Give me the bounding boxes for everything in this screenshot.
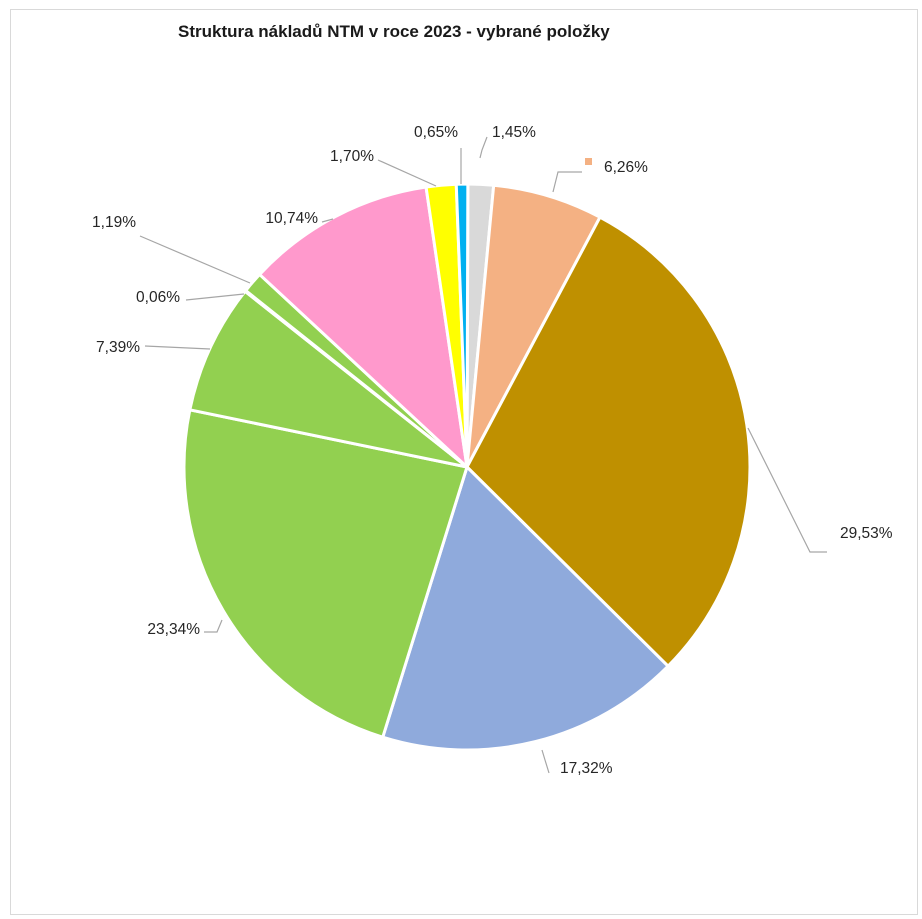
pie-slice bbox=[257, 185, 470, 471]
pie-slice bbox=[380, 464, 671, 752]
leader-line bbox=[747, 427, 827, 553]
pie-slice bbox=[465, 215, 752, 669]
leader-line bbox=[479, 136, 488, 159]
leader-line bbox=[144, 345, 211, 350]
leader-line bbox=[321, 218, 334, 223]
data-label: 29,53% bbox=[840, 525, 893, 542]
data-label: 10,74% bbox=[265, 210, 318, 227]
data-label: 7,39% bbox=[96, 339, 140, 356]
data-label: 17,32% bbox=[560, 760, 613, 777]
label-key-marker bbox=[585, 158, 592, 165]
leader-line bbox=[541, 749, 550, 774]
pie-slice bbox=[188, 289, 468, 469]
data-label: 1,70% bbox=[330, 148, 374, 165]
data-label: 6,26% bbox=[604, 159, 648, 176]
chart-title: Struktura nákladů NTM v roce 2023 - vybr… bbox=[178, 22, 610, 41]
data-label: 0,06% bbox=[136, 289, 180, 306]
leader-line bbox=[204, 619, 223, 633]
data-label: 1,19% bbox=[92, 214, 136, 231]
data-label: 1,45% bbox=[492, 124, 536, 141]
leader-line bbox=[377, 159, 437, 187]
data-label: 0,65% bbox=[414, 124, 458, 141]
pie-slice bbox=[182, 408, 469, 740]
pie-slice bbox=[454, 182, 470, 468]
leader-line bbox=[139, 235, 251, 284]
data-label: 23,34% bbox=[147, 621, 200, 638]
leader-line bbox=[552, 171, 582, 193]
leader-line bbox=[185, 293, 245, 301]
